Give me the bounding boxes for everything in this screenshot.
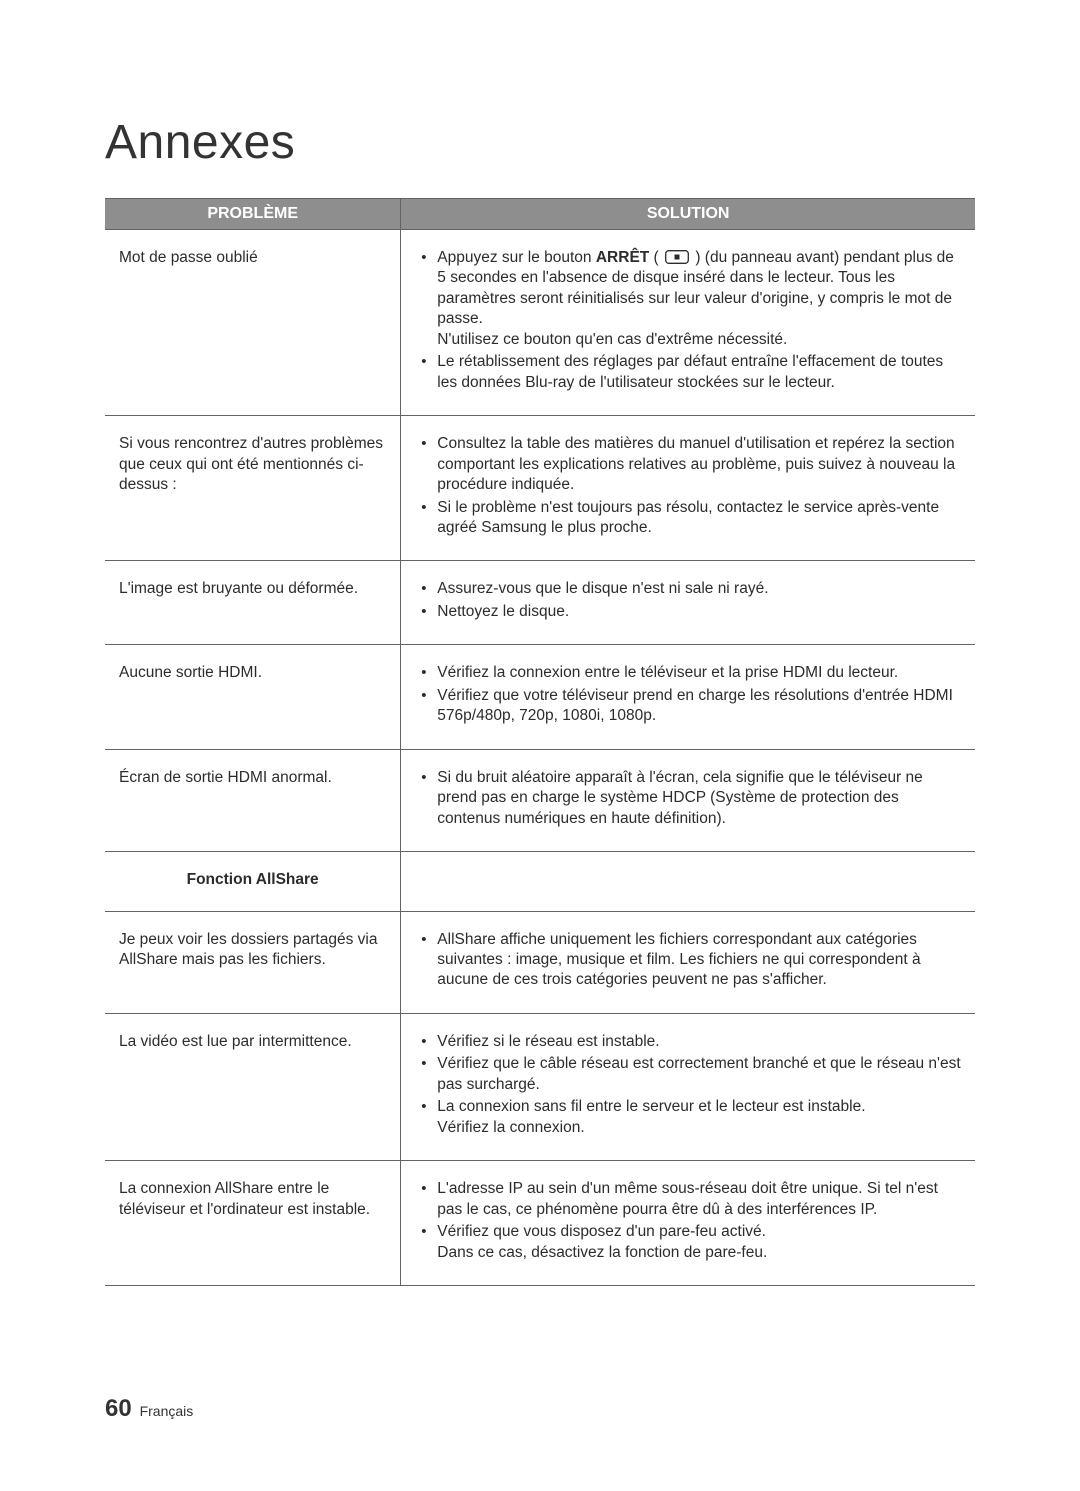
troubleshooting-table: PROBLÈME SOLUTION Mot de passe oubliéApp…	[105, 198, 975, 1286]
list-item: Si le problème n'est toujours pas résolu…	[415, 498, 961, 539]
list-item: Consultez la table des matières du manue…	[415, 434, 961, 495]
page-footer: 60 Français	[105, 1395, 193, 1423]
solution-list: Vérifiez la connexion entre le téléviseu…	[415, 663, 961, 726]
column-header-problem: PROBLÈME	[105, 199, 401, 230]
page-language: Français	[140, 1403, 194, 1419]
problem-cell: Aucune sortie HDMI.	[105, 645, 401, 749]
list-item: Si du bruit aléatoire apparaît à l'écran…	[415, 768, 961, 829]
problem-cell: La vidéo est lue par intermittence.	[105, 1013, 401, 1160]
list-item: Vérifiez la connexion entre le téléviseu…	[415, 663, 961, 683]
table-row: Si vous rencontrez d'autres problèmes qu…	[105, 416, 975, 561]
list-item: AllShare affiche uniquement les fichiers…	[415, 930, 961, 991]
table-row: La connexion AllShare entre le téléviseu…	[105, 1161, 975, 1286]
list-item: Appuyez sur le bouton ARRÊT ( ) (du pann…	[415, 248, 961, 350]
table-row: Aucune sortie HDMI. Vérifiez la connexion…	[105, 645, 975, 749]
solution-cell: Appuyez sur le bouton ARRÊT ( ) (du pann…	[401, 230, 975, 416]
column-header-solution: SOLUTION	[401, 199, 975, 230]
problem-cell: La connexion AllShare entre le téléviseu…	[105, 1161, 401, 1286]
solution-list: Appuyez sur le bouton ARRÊT ( ) (du pann…	[415, 248, 961, 393]
list-item: Vérifiez que votre téléviseur prend en c…	[415, 686, 961, 727]
list-item: Vérifiez que le câble réseau est correct…	[415, 1054, 961, 1095]
list-item: La connexion sans fil entre le serveur e…	[415, 1097, 961, 1138]
list-item: Assurez-vous que le disque n'est ni sale…	[415, 579, 961, 599]
solution-cell: Vérifiez la connexion entre le téléviseu…	[401, 645, 975, 749]
table-row: L'image est bruyante ou déformée. Assurez…	[105, 561, 975, 645]
problem-cell: Je peux voir les dossiers partagés via A…	[105, 911, 401, 1013]
problem-cell: Si vous rencontrez d'autres problèmes qu…	[105, 416, 401, 561]
solution-list: Vérifiez si le réseau est instable.Vérif…	[415, 1032, 961, 1138]
section-label: Fonction AllShare	[105, 852, 401, 911]
list-item: Nettoyez le disque.	[415, 602, 961, 622]
solution-cell: Vérifiez si le réseau est instable.Vérif…	[401, 1013, 975, 1160]
solution-cell: AllShare affiche uniquement les fichiers…	[401, 911, 975, 1013]
list-item: Le rétablissement des réglages par défau…	[415, 352, 961, 393]
solution-cell: Si du bruit aléatoire apparaît à l'écran…	[401, 749, 975, 851]
page-number: 60	[105, 1395, 132, 1422]
table-row: La vidéo est lue par intermittence.Vérif…	[105, 1013, 975, 1160]
table-row: Je peux voir les dossiers partagés via A…	[105, 911, 975, 1013]
list-item: Vérifiez si le réseau est instable.	[415, 1032, 961, 1052]
table-row: Écran de sortie HDMI anormal.Si du bruit…	[105, 749, 975, 851]
list-item: Vérifiez que vous disposez d'un pare-feu…	[415, 1222, 961, 1263]
solution-list: Consultez la table des matières du manue…	[415, 434, 961, 538]
table-row: Fonction AllShare	[105, 852, 975, 911]
solution-cell: Consultez la table des matières du manue…	[401, 416, 975, 561]
problem-cell: Mot de passe oublié	[105, 230, 401, 416]
solution-list: L'adresse IP au sein d'un même sous-rése…	[415, 1179, 961, 1263]
solution-list: AllShare affiche uniquement les fichiers…	[415, 930, 961, 991]
page-title: Annexes	[105, 115, 975, 170]
section-empty-cell	[401, 852, 975, 911]
table-row: Mot de passe oubliéAppuyez sur le bouton…	[105, 230, 975, 416]
stop-icon	[665, 250, 689, 264]
problem-cell: Écran de sortie HDMI anormal.	[105, 749, 401, 851]
problem-cell: L'image est bruyante ou déformée.	[105, 561, 401, 645]
solution-list: Si du bruit aléatoire apparaît à l'écran…	[415, 768, 961, 829]
list-item: L'adresse IP au sein d'un même sous-rése…	[415, 1179, 961, 1220]
solution-list: Assurez-vous que le disque n'est ni sale…	[415, 579, 961, 622]
solution-cell: L'adresse IP au sein d'un même sous-rése…	[401, 1161, 975, 1286]
solution-cell: Assurez-vous que le disque n'est ni sale…	[401, 561, 975, 645]
